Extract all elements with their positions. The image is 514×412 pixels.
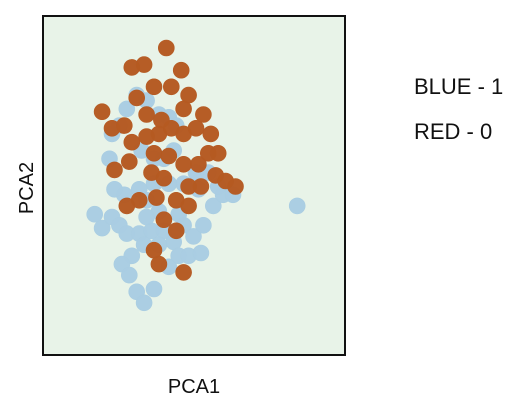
red-point-5: [145, 78, 163, 96]
red-point-36: [118, 197, 136, 215]
legend-entry-blue: BLUE - 1: [414, 74, 503, 99]
red-point-1: [158, 39, 175, 57]
blue-point-15: [121, 266, 138, 284]
red-point-25: [175, 156, 192, 173]
blue-point-23: [185, 228, 202, 245]
red-point-44: [145, 145, 163, 162]
red-point-8: [93, 103, 111, 120]
red-point-40: [150, 255, 168, 273]
blue-point-54: [138, 208, 155, 226]
red-point-22: [121, 153, 138, 170]
red-point-33: [167, 192, 185, 209]
blue-point-22: [192, 244, 210, 262]
blue-point-24: [195, 217, 212, 234]
legend-entry-red: RED - 0: [414, 119, 492, 144]
blue-point-35: [106, 181, 123, 198]
red-point-37: [155, 211, 173, 228]
red-point-4: [163, 78, 180, 96]
red-point-18: [202, 125, 220, 143]
red-point-10: [116, 117, 133, 134]
red-point-41: [175, 264, 192, 281]
red-point-12: [123, 133, 141, 151]
red-point-11: [138, 106, 155, 123]
red-point-19: [175, 100, 192, 118]
blue-point-1: [93, 219, 111, 237]
red-point-31: [180, 178, 197, 195]
red-point-21: [106, 161, 123, 179]
x-axis-label: PCA1: [168, 376, 220, 398]
blue-point-25: [205, 197, 222, 215]
red-point-17: [187, 120, 205, 137]
red-point-26: [190, 156, 207, 173]
plot-frame: [42, 15, 346, 356]
red-point-43: [217, 172, 234, 190]
y-axis-label: PCA2: [16, 162, 38, 214]
red-point-39: [145, 241, 163, 259]
blue-point-39: [118, 100, 136, 118]
blue-point-18: [145, 280, 163, 298]
red-point-20: [195, 106, 212, 123]
red-point-46: [153, 111, 170, 129]
blue-point-17: [135, 294, 153, 312]
red-point-45: [160, 147, 178, 165]
red-point-34: [148, 189, 165, 206]
red-point-38: [167, 222, 185, 240]
blue-point-55: [288, 197, 306, 215]
red-point-2: [172, 61, 190, 79]
red-point-3: [123, 59, 141, 76]
red-point-7: [128, 89, 145, 107]
red-point-24: [155, 169, 173, 187]
red-point-28: [209, 145, 227, 162]
blue-point-0: [86, 205, 103, 223]
points-layer: [86, 39, 306, 312]
